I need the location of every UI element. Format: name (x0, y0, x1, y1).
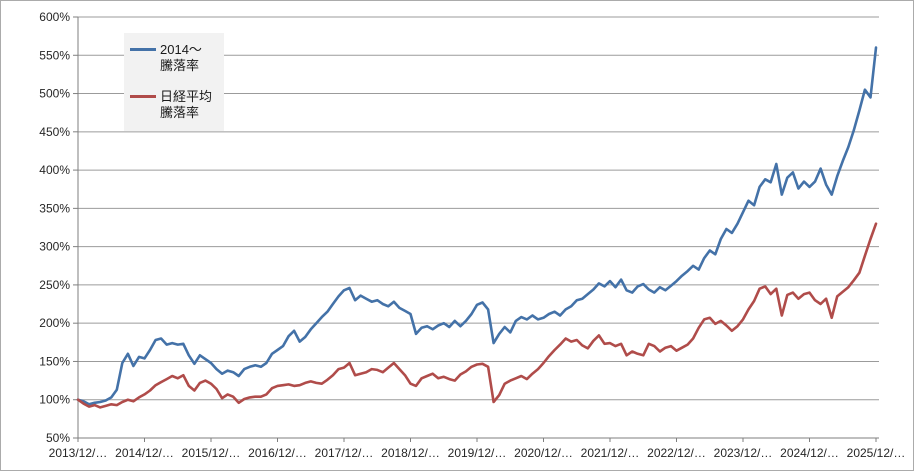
x-axis-label: 2017/12/… (315, 446, 374, 460)
legend-entry-series1: 2014～ 騰落率 (130, 42, 218, 74)
y-axis-label: 150% (39, 354, 70, 368)
series1-label: 2014～ 騰落率 (160, 42, 202, 74)
series1-label-line2: 騰落率 (160, 58, 200, 73)
y-axis-label: 200% (39, 316, 70, 330)
y-axis-label: 600% (39, 10, 70, 24)
x-axis-label: 2015/12/… (182, 446, 241, 460)
series2-label-line1: 日経平均 (160, 89, 213, 104)
y-axis-label: 100% (39, 393, 70, 407)
series1-label-line1: 2014～ (160, 42, 202, 57)
x-axis-label: 2021/12/… (581, 446, 640, 460)
legend-entry-series2: 日経平均 騰落率 (130, 89, 218, 121)
y-axis-label: 50% (46, 431, 70, 445)
series2-line-swatch (130, 95, 156, 98)
y-axis-label: 550% (39, 48, 70, 62)
x-axis-label: 2025/12/… (847, 446, 906, 460)
y-axis-label: 350% (39, 201, 70, 215)
y-axis-label: 400% (39, 163, 70, 177)
y-axis-label: 250% (39, 278, 70, 292)
x-axis-label: 2013/12/… (49, 446, 108, 460)
series-line-nikkei (76, 222, 878, 409)
legend: 2014～ 騰落率 日経平均 騰落率 (124, 33, 224, 131)
series1-line-swatch (130, 48, 156, 51)
series2-label: 日経平均 騰落率 (160, 89, 212, 121)
x-axis-label: 2023/12/… (714, 446, 773, 460)
x-axis-label: 2019/12/… (448, 446, 507, 460)
y-axis-label: 300% (39, 240, 70, 254)
x-axis-label: 2018/12/… (381, 446, 440, 460)
x-axis-label: 2024/12/… (780, 446, 839, 460)
x-axis-label: 2014/12/… (115, 446, 174, 460)
y-axis-label: 450% (39, 125, 70, 139)
series-line-2014 (76, 46, 878, 406)
y-axis-label: 500% (39, 87, 70, 101)
x-axis-label: 2022/12/… (647, 446, 706, 460)
x-axis-label: 2016/12/… (248, 446, 307, 460)
series2-label-line2: 騰落率 (160, 105, 200, 120)
x-axis-label: 2020/12/… (514, 446, 573, 460)
